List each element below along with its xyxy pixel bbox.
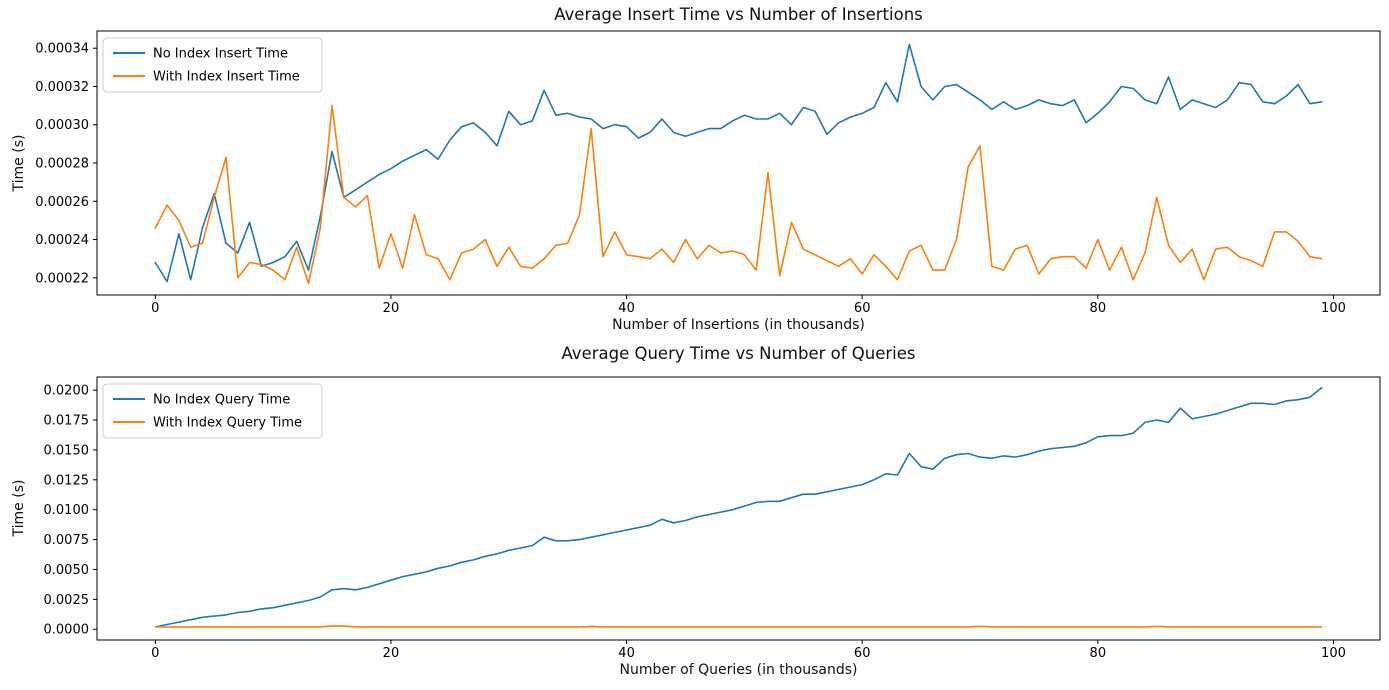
series-line-no-index-insert-time (154, 43, 1323, 283)
y-tick-label: 0.0000 (44, 623, 90, 638)
query-chart-title: Average Query Time vs Number of Queries (561, 344, 916, 363)
series-line-with-index-query-time (154, 625, 1323, 628)
y-tick-label: 0.0100 (44, 503, 90, 518)
y-tick-label: 0.00026 (35, 195, 89, 210)
x-tick-label: 40 (618, 646, 635, 661)
x-tick-label: 100 (1321, 301, 1346, 316)
series-line-with-index-insert-time (154, 104, 1323, 285)
x-tick-label: 60 (854, 646, 871, 661)
x-tick-label: 80 (1090, 301, 1107, 316)
y-tick-label: 0.00024 (35, 233, 89, 248)
legend-label: With Index Insert Time (153, 70, 300, 85)
y-tick-label: 0.00030 (35, 118, 89, 133)
legend-label: No Index Query Time (153, 393, 290, 408)
y-tick-label: 0.0200 (44, 384, 90, 399)
query-chart-xlabel: Number of Queries (in thousands) (619, 662, 858, 678)
x-tick-label: 0 (151, 301, 159, 316)
series-line-no-index-query-time (154, 386, 1323, 628)
legend-label: With Index Query Time (153, 416, 302, 431)
x-tick-label: 20 (383, 301, 400, 316)
x-tick-label: 0 (151, 646, 159, 661)
insert-chart-ylabel: Time (s) (11, 134, 27, 192)
y-tick-label: 0.0025 (44, 593, 90, 608)
x-tick-label: 60 (854, 301, 871, 316)
y-tick-label: 0.00022 (35, 271, 89, 286)
y-tick-label: 0.00034 (35, 42, 89, 57)
y-tick-label: 0.0175 (44, 414, 90, 429)
insert-chart-title: Average Insert Time vs Number of Inserti… (554, 5, 923, 24)
y-tick-label: 0.00032 (35, 80, 89, 95)
legend-label: No Index Insert Time (153, 47, 288, 62)
y-tick-label: 0.0050 (44, 563, 90, 578)
subplot-0: 0 20 40 60 80 100 0.00022 0.00024 0.00026 0.00028… (35, 30, 1381, 316)
plot-border (96, 376, 1381, 641)
plot-border (96, 30, 1381, 296)
x-tick-label: 40 (618, 301, 635, 316)
y-tick-label: 0.00028 (35, 157, 89, 172)
subplot-1: 0 20 40 60 80 100 0.0000 0.0025 0.0050 0.0075 0.01… (44, 376, 1381, 661)
query-chart-ylabel: Time (s) (11, 479, 27, 537)
y-tick-label: 0.0150 (44, 443, 90, 458)
x-tick-label: 100 (1321, 646, 1346, 661)
insert-chart-xlabel: Number of Insertions (in thousands) (612, 317, 865, 333)
y-tick-label: 0.0125 (44, 473, 90, 488)
legend-box (102, 37, 323, 93)
x-tick-label: 20 (383, 646, 400, 661)
y-tick-label: 0.0075 (44, 533, 90, 548)
x-tick-label: 80 (1090, 646, 1107, 661)
legend-box (102, 383, 323, 439)
